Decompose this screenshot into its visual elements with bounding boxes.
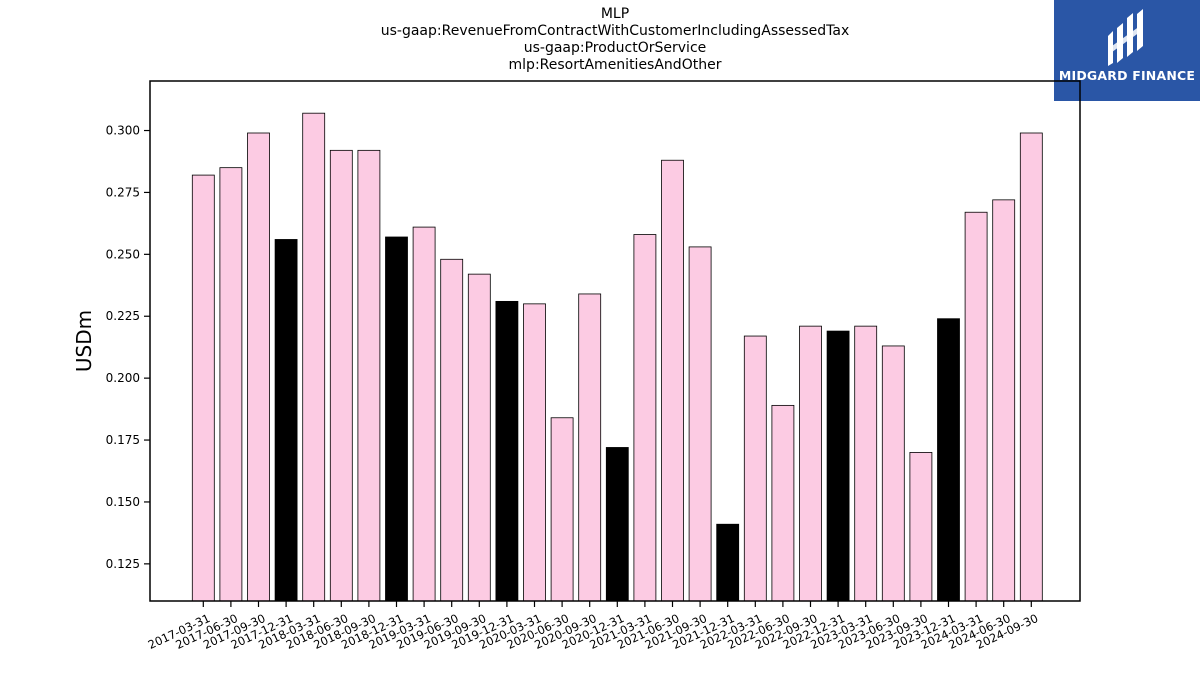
bar-2018-12-31 xyxy=(385,236,408,602)
bar-2018-03-31 xyxy=(302,112,326,602)
bar-2021-03-31 xyxy=(633,234,657,602)
x-axis: 2017-03-312017-06-302017-09-302017-12-31… xyxy=(146,601,1040,652)
title-line-company: MLP xyxy=(600,6,630,22)
bar-2020-03-31 xyxy=(523,303,546,602)
bar-2024-09-30 xyxy=(1019,132,1043,602)
bar-2019-06-30 xyxy=(440,258,464,602)
bar-2024-06-30 xyxy=(992,199,1016,602)
bar-2023-03-31 xyxy=(854,325,878,602)
bar-2022-06-30 xyxy=(771,404,795,602)
bar-2019-09-30 xyxy=(467,273,491,602)
y-axis-label: USDm xyxy=(72,310,96,372)
bar-2017-06-30 xyxy=(219,167,243,602)
title-line-axis: us-gaap:ProductOrService xyxy=(523,40,707,56)
midgard-logo-icon xyxy=(1108,9,1143,66)
y-tick-label: 0.200 xyxy=(106,371,140,385)
bars-group xyxy=(191,112,1043,602)
bar-2023-09-30 xyxy=(909,452,933,602)
bar-2022-03-31 xyxy=(743,335,767,602)
logo-name: MIDGARD FINANCE xyxy=(1058,68,1196,83)
y-tick-label: 0.125 xyxy=(106,557,140,571)
y-axis: 0.125 0.150 0.175 0.200 0.225 0.250 0.275 0.300 xyxy=(106,124,150,571)
bar-2019-12-31 xyxy=(495,300,519,602)
title-line-concept: us-gaap:RevenueFromContractWithCustomerI… xyxy=(380,23,850,39)
y-tick-label: 0.275 xyxy=(106,185,140,199)
bar-2023-12-31 xyxy=(937,318,960,602)
bar-2022-09-30 xyxy=(799,325,822,602)
bar-2023-06-30 xyxy=(881,345,905,602)
bar-2018-06-30 xyxy=(329,149,353,602)
bar-2017-03-31 xyxy=(191,174,215,602)
bar-2024-03-31 xyxy=(964,211,988,602)
bar-2017-12-31 xyxy=(274,239,298,602)
bar-2020-06-30 xyxy=(550,417,574,602)
bar-2018-09-30 xyxy=(357,149,381,602)
chart-title: MLP us-gaap:RevenueFromContractWithCusto… xyxy=(150,6,1080,74)
bar-2021-06-30 xyxy=(661,159,684,602)
y-tick-label: 0.300 xyxy=(106,124,140,138)
y-tick-label: 0.225 xyxy=(106,309,140,323)
y-tick-label: 0.175 xyxy=(106,433,140,447)
y-tick-label: 0.250 xyxy=(106,247,140,261)
title-line-member: mlp:ResortAmenitiesAndOther xyxy=(508,57,722,73)
midgard-finance-logo: MIDGARD FINANCE xyxy=(1054,0,1200,101)
bar-2019-03-31 xyxy=(412,226,436,602)
bar-2017-09-30 xyxy=(247,132,270,602)
bar-2020-09-30 xyxy=(578,293,602,602)
y-tick-label: 0.150 xyxy=(106,495,140,509)
bar-2021-09-30 xyxy=(688,246,712,602)
plot-frame xyxy=(149,80,1081,602)
bar-2022-12-31 xyxy=(826,330,850,602)
bar-2021-12-31 xyxy=(716,523,740,602)
bar-2020-12-31 xyxy=(605,447,629,602)
